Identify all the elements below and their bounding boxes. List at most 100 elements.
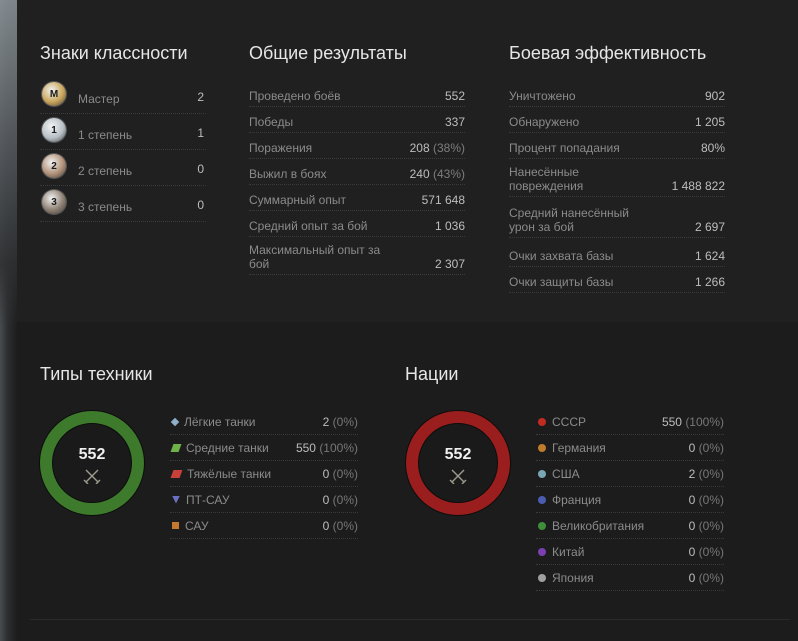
stat-label: Выжил в боях bbox=[249, 167, 327, 181]
nations-ring: 552 bbox=[403, 408, 513, 518]
nation-china: Китай 0 (0%) bbox=[536, 539, 724, 565]
stat-row-battles: Проведено боёв 552 bbox=[249, 86, 465, 107]
combat-efficiency-title: Боевая эффективность bbox=[509, 43, 707, 63]
badge-count: 2 bbox=[197, 90, 204, 104]
nation-france: Франция 0 (0%) bbox=[536, 487, 724, 513]
stat-label: Обнаружено bbox=[509, 115, 580, 129]
stat-value: 208 bbox=[409, 141, 430, 155]
stat-label: Максимальный опыт за бой bbox=[249, 243, 381, 271]
japan-flag-icon bbox=[538, 573, 546, 582]
badge-row-class-2: 2 2 степень 0 bbox=[40, 152, 206, 186]
badge-row-master: M Мастер 2 bbox=[40, 80, 206, 114]
vehicle-type-heavy-tanks: Тяжёлые танки 0 (0%) bbox=[170, 461, 358, 487]
legend-label: Япония bbox=[552, 570, 594, 585]
stat-value: 337 bbox=[444, 115, 465, 129]
stat-label: Средний нанесённый урон за бой bbox=[509, 206, 629, 234]
badge-label: 1 степень bbox=[78, 128, 133, 142]
legend-value: 0 bbox=[322, 466, 330, 481]
badge-label: 2 степень bbox=[78, 164, 133, 178]
legend-label: Германия bbox=[552, 440, 606, 455]
nation-germany: Германия 0 (0%) bbox=[536, 435, 724, 461]
legend-value: 0 bbox=[688, 518, 696, 533]
legend-label: Лёгкие танки bbox=[184, 414, 256, 429]
badges-title: Знаки классности bbox=[40, 43, 188, 63]
stat-row-destroyed: Уничтожено 902 bbox=[509, 86, 725, 107]
legend-label: САУ bbox=[185, 518, 209, 533]
stat-row-damage-dealt: Нанесённые повреждения 1 488 822 bbox=[509, 164, 725, 197]
legend-percent: (0%) bbox=[332, 518, 358, 533]
nation-uk: Великобритания 0 (0%) bbox=[536, 513, 724, 539]
stat-row-avg-damage: Средний нанесённый урон за бой 2 697 bbox=[509, 205, 725, 238]
nation-ussr: СССР 550 (100%) bbox=[536, 409, 724, 435]
germany-flag-icon bbox=[538, 443, 546, 452]
stat-row-wins: Победы 337 bbox=[249, 112, 465, 133]
legend-label: Великобритания bbox=[552, 518, 645, 533]
stat-value: 1 266 bbox=[694, 275, 725, 289]
stat-value: 1 205 bbox=[694, 115, 725, 129]
stat-row-avg-xp: Средний опыт за бой 1 036 bbox=[249, 216, 465, 237]
stat-value: 2 307 bbox=[434, 257, 465, 271]
ussr-flag-icon bbox=[538, 417, 546, 426]
vehicle-type-light-tanks: Лёгкие танки 2 (0%) bbox=[170, 409, 358, 435]
spg-icon bbox=[172, 522, 179, 529]
nations-total: 552 bbox=[444, 446, 472, 463]
legend-label: ПТ-САУ bbox=[186, 492, 230, 507]
nations-title: Нации bbox=[405, 364, 459, 384]
badge-count: 0 bbox=[197, 162, 204, 176]
stat-label: Проведено боёв bbox=[249, 89, 341, 103]
legend-percent: (0%) bbox=[698, 544, 724, 559]
stat-value: 80% bbox=[700, 141, 725, 155]
legend-label: Франция bbox=[552, 492, 602, 507]
legend-value: 550 bbox=[295, 440, 316, 455]
legend-label: Средние танки bbox=[186, 440, 269, 455]
legend-value: 0 bbox=[688, 440, 696, 455]
stat-percent: (38%) bbox=[432, 141, 465, 155]
class-3-badge-icon: 3 bbox=[42, 190, 66, 214]
legend-percent: (0%) bbox=[698, 570, 724, 585]
stat-row-total-xp: Суммарный опыт 571 648 bbox=[249, 190, 465, 211]
legend-percent: (0%) bbox=[698, 492, 724, 507]
stat-row-capture-points: Очки захвата базы 1 624 bbox=[509, 246, 725, 267]
stat-row-defense-points: Очки защиты базы 1 266 bbox=[509, 272, 725, 293]
legend-percent: (0%) bbox=[332, 414, 358, 429]
crossed-swords-icon bbox=[449, 469, 467, 484]
bottom-panel bbox=[17, 322, 798, 641]
legend-percent: (0%) bbox=[698, 518, 724, 533]
legend-value: 2 bbox=[688, 466, 696, 481]
stat-row-max-xp: Максимальный опыт за бой 2 307 bbox=[249, 242, 465, 275]
nation-usa: США 2 (0%) bbox=[536, 461, 724, 487]
stat-percent: (43%) bbox=[432, 167, 465, 181]
uk-flag-icon bbox=[538, 521, 546, 530]
france-flag-icon bbox=[538, 495, 546, 504]
stat-label: Средний опыт за бой bbox=[249, 219, 368, 233]
stat-value: 552 bbox=[444, 89, 465, 103]
heavy-tank-icon bbox=[170, 469, 183, 478]
badge-label: 3 степень bbox=[78, 200, 133, 214]
master-badge-icon: M bbox=[42, 82, 66, 106]
class-2-badge-icon: 2 bbox=[42, 154, 66, 178]
stat-label: Очки защиты базы bbox=[509, 275, 614, 289]
stat-value: 571 648 bbox=[421, 193, 465, 207]
medium-tank-icon bbox=[170, 443, 182, 452]
legend-percent: (0%) bbox=[332, 492, 358, 507]
stat-row-detected: Обнаружено 1 205 bbox=[509, 112, 725, 133]
stat-value: 1 036 bbox=[434, 219, 465, 233]
stat-value: 1 624 bbox=[694, 249, 725, 263]
stat-label: Поражения bbox=[249, 141, 313, 155]
vehicle-type-medium-tanks: Средние танки 550 (100%) bbox=[170, 435, 358, 461]
stat-value: 902 bbox=[704, 89, 725, 103]
vehicle-type-tank-destroyers: ПТ-САУ 0 (0%) bbox=[170, 487, 358, 513]
usa-flag-icon bbox=[538, 469, 546, 478]
divider bbox=[30, 619, 790, 620]
badge-count: 0 bbox=[197, 198, 204, 212]
nation-japan: Япония 0 (0%) bbox=[536, 565, 724, 591]
vehicle-types-ring: 552 bbox=[37, 408, 147, 518]
china-flag-icon bbox=[538, 547, 546, 556]
legend-percent: (100%) bbox=[685, 414, 724, 429]
legend-percent: (0%) bbox=[698, 440, 724, 455]
top-panel bbox=[17, 0, 798, 322]
stat-label: Нанесённые повреждения bbox=[509, 165, 584, 193]
light-tank-icon bbox=[170, 417, 180, 426]
badge-count: 1 bbox=[197, 126, 204, 140]
legend-percent: (100%) bbox=[319, 440, 358, 455]
